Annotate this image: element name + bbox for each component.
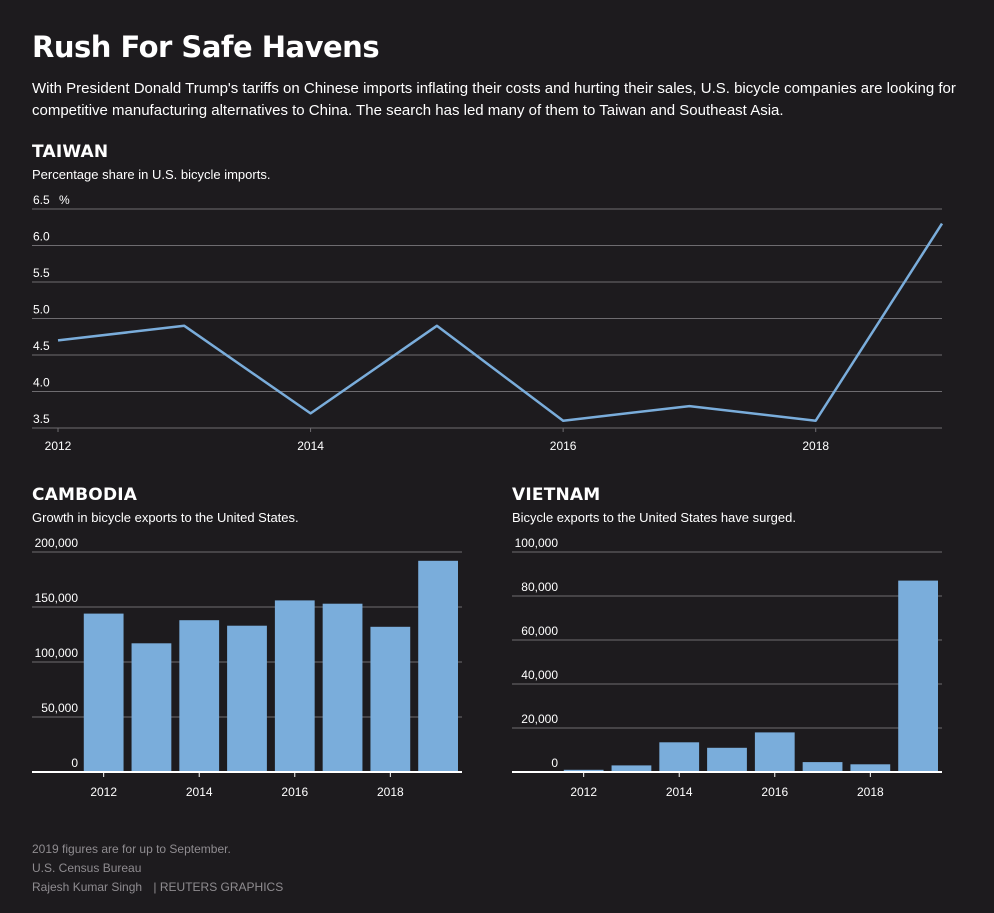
y-tick-label: 60,000: [521, 624, 558, 638]
y-tick-label: 200,000: [35, 536, 79, 550]
bar-2017: [802, 762, 843, 772]
bar-2017: [322, 603, 363, 772]
y-tick-label: 5.0: [33, 303, 50, 317]
y-tick-label: 40,000: [521, 668, 558, 682]
bar-2012: [563, 769, 604, 772]
y-tick-label: 6.5: [33, 193, 50, 207]
y-tick-label: 6.0: [33, 230, 50, 244]
x-tick-label: 2014: [186, 785, 213, 799]
x-tick-label: 2014: [666, 785, 693, 799]
cambodia-bar-chart: 0 50,000 100,000 150,000 200,000 2012 2014 2016…: [32, 536, 462, 799]
x-tick-label: 2016: [550, 439, 577, 453]
vietnam-bar-chart: 0 20,000 40,000 60,000 80,000 100,000 2012 2014…: [512, 536, 942, 799]
bar-2018: [370, 626, 411, 772]
y-tick-label: 5.5: [33, 266, 50, 280]
x-tick-label: 2016: [761, 785, 788, 799]
y-tick-label: 4.5: [33, 339, 50, 353]
x-tick-label: 2012: [90, 785, 117, 799]
taiwan-title: TAIWAN: [32, 142, 109, 162]
bar-2015: [227, 625, 267, 772]
bar-2014: [659, 742, 700, 772]
x-tick-label: 2012: [45, 439, 72, 453]
y-tick-label: 80,000: [521, 580, 558, 594]
bar-2019: [898, 580, 938, 772]
taiwan-subtitle: Percentage share in U.S. bicycle imports…: [32, 167, 271, 182]
footer-credit-line: Rajesh Kumar Singh | REUTERS GRAPHICS: [32, 880, 283, 894]
bar-2013: [611, 765, 652, 772]
x-tick-label: 2016: [281, 785, 308, 799]
vietnam-subtitle: Bicycle exports to the United States hav…: [512, 510, 796, 525]
bar-2019: [418, 560, 458, 772]
y-unit-label: %: [59, 193, 70, 207]
y-tick-label: 100,000: [515, 536, 559, 550]
bar-2014: [179, 620, 220, 772]
x-tick-label: 2012: [570, 785, 597, 799]
bar-2012: [83, 613, 124, 772]
footer-credit: | REUTERS GRAPHICS: [153, 880, 284, 894]
bar-2016: [274, 600, 315, 772]
y-tick-label: 50,000: [41, 701, 78, 715]
taiwan-series-line: [57, 222, 944, 422]
intro-text: With President Donald Trump's tariffs on…: [32, 80, 956, 119]
x-tick-label: 2018: [377, 785, 404, 799]
y-tick-label: 100,000: [35, 646, 79, 660]
footer-author: Rajesh Kumar Singh: [32, 880, 143, 894]
footer-source: U.S. Census Bureau: [32, 861, 142, 875]
y-tick-label: 3.5: [33, 412, 50, 426]
taiwan-line-chart: 3.5 4.0 4.5 5.0 5.5 6.0 6.5 % 2012 2014 2016 2018: [32, 193, 944, 453]
bar-2018: [850, 764, 891, 772]
page-title: Rush For Safe Havens: [32, 30, 380, 64]
footer-note: 2019 figures are for up to September.: [32, 842, 231, 856]
x-tick-label: 2018: [857, 785, 884, 799]
cambodia-subtitle: Growth in bicycle exports to the United …: [32, 510, 299, 525]
y-tick-label: 0: [551, 756, 558, 770]
vietnam-title: VIETNAM: [512, 485, 601, 505]
x-tick-label: 2014: [297, 439, 324, 453]
y-tick-label: 4.0: [33, 376, 50, 390]
y-tick-label: 150,000: [35, 591, 79, 605]
bar-2013: [131, 643, 172, 772]
y-tick-label: 0: [71, 756, 78, 770]
bar-2016: [754, 732, 795, 772]
cambodia-title: CAMBODIA: [32, 485, 138, 505]
y-tick-label: 20,000: [521, 712, 558, 726]
bar-2015: [707, 747, 747, 772]
x-tick-label: 2018: [802, 439, 829, 453]
